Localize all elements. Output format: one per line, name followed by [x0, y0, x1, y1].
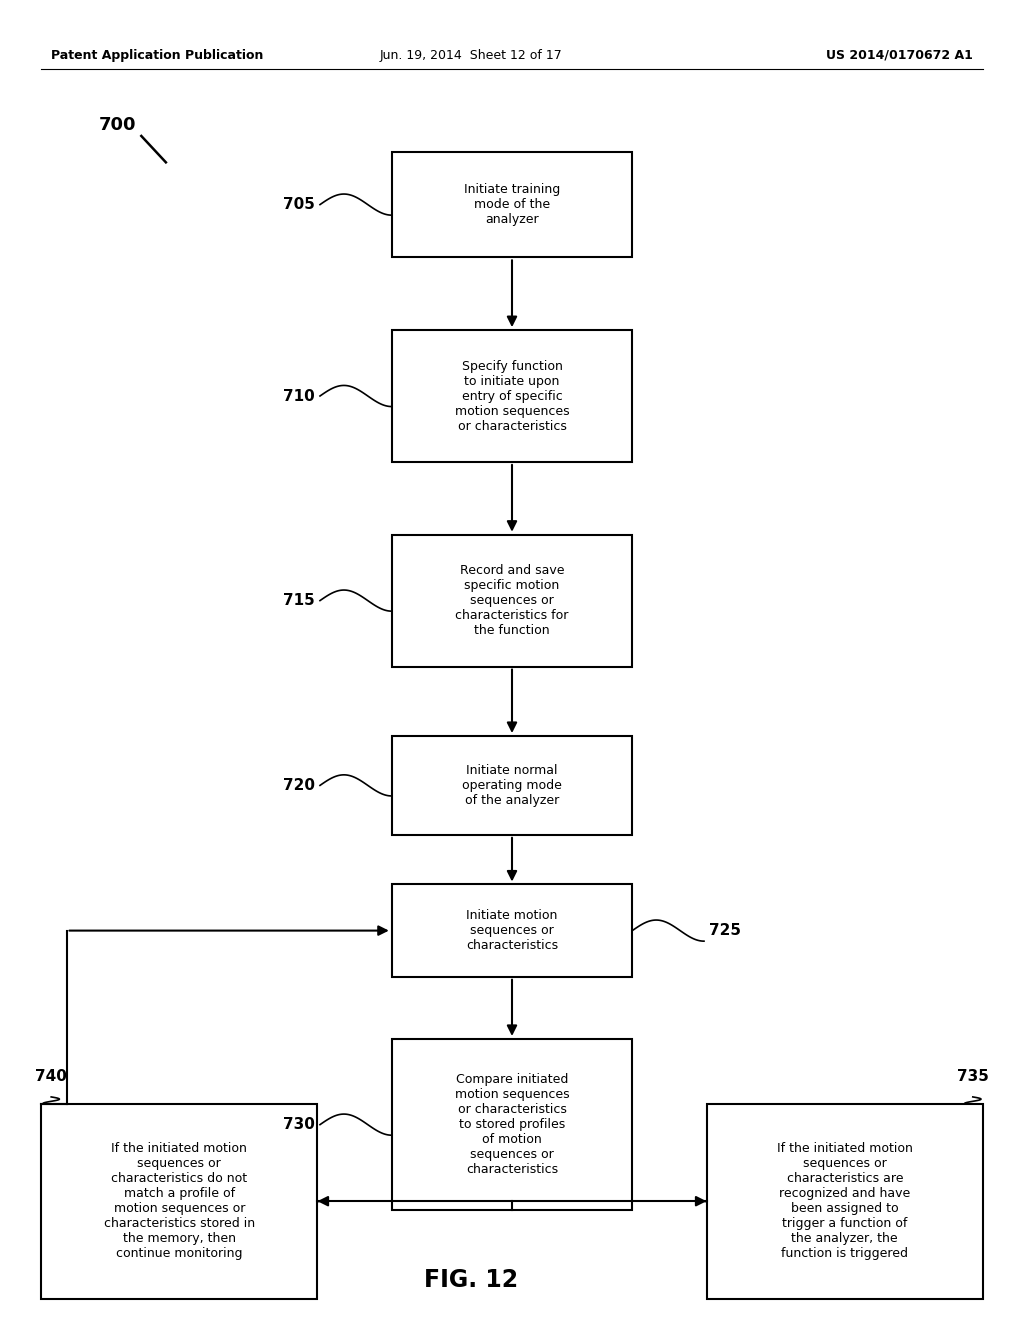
Text: 710: 710 — [283, 388, 315, 404]
FancyBboxPatch shape — [391, 1039, 632, 1210]
Text: Compare initiated
motion sequences
or characteristics
to stored profiles
of moti: Compare initiated motion sequences or ch… — [455, 1073, 569, 1176]
Text: Initiate training
mode of the
analyzer: Initiate training mode of the analyzer — [464, 183, 560, 226]
FancyBboxPatch shape — [391, 330, 632, 462]
Text: 730: 730 — [283, 1117, 315, 1133]
Text: If the initiated motion
sequences or
characteristics are
recognized and have
bee: If the initiated motion sequences or cha… — [777, 1142, 912, 1261]
Text: FIG. 12: FIG. 12 — [424, 1269, 518, 1292]
Text: Record and save
specific motion
sequences or
characteristics for
the function: Record and save specific motion sequence… — [456, 564, 568, 638]
FancyBboxPatch shape — [707, 1104, 983, 1299]
Text: 715: 715 — [283, 593, 315, 609]
Text: If the initiated motion
sequences or
characteristics do not
match a profile of
m: If the initiated motion sequences or cha… — [103, 1142, 255, 1261]
Text: 705: 705 — [283, 197, 315, 213]
FancyBboxPatch shape — [391, 737, 632, 834]
Text: 740: 740 — [35, 1069, 68, 1084]
Text: Initiate motion
sequences or
characteristics: Initiate motion sequences or characteris… — [466, 909, 558, 952]
FancyBboxPatch shape — [391, 884, 632, 977]
Text: 735: 735 — [956, 1069, 989, 1084]
FancyBboxPatch shape — [391, 535, 632, 667]
Text: Jun. 19, 2014  Sheet 12 of 17: Jun. 19, 2014 Sheet 12 of 17 — [380, 49, 562, 62]
Text: US 2014/0170672 A1: US 2014/0170672 A1 — [826, 49, 973, 62]
FancyBboxPatch shape — [391, 152, 632, 257]
Text: 725: 725 — [709, 923, 741, 939]
Text: 720: 720 — [283, 777, 315, 793]
Text: Initiate normal
operating mode
of the analyzer: Initiate normal operating mode of the an… — [462, 764, 562, 807]
Text: Specify function
to initiate upon
entry of specific
motion sequences
or characte: Specify function to initiate upon entry … — [455, 359, 569, 433]
Text: Patent Application Publication: Patent Application Publication — [51, 49, 263, 62]
FancyBboxPatch shape — [41, 1104, 317, 1299]
Text: 700: 700 — [99, 116, 136, 135]
